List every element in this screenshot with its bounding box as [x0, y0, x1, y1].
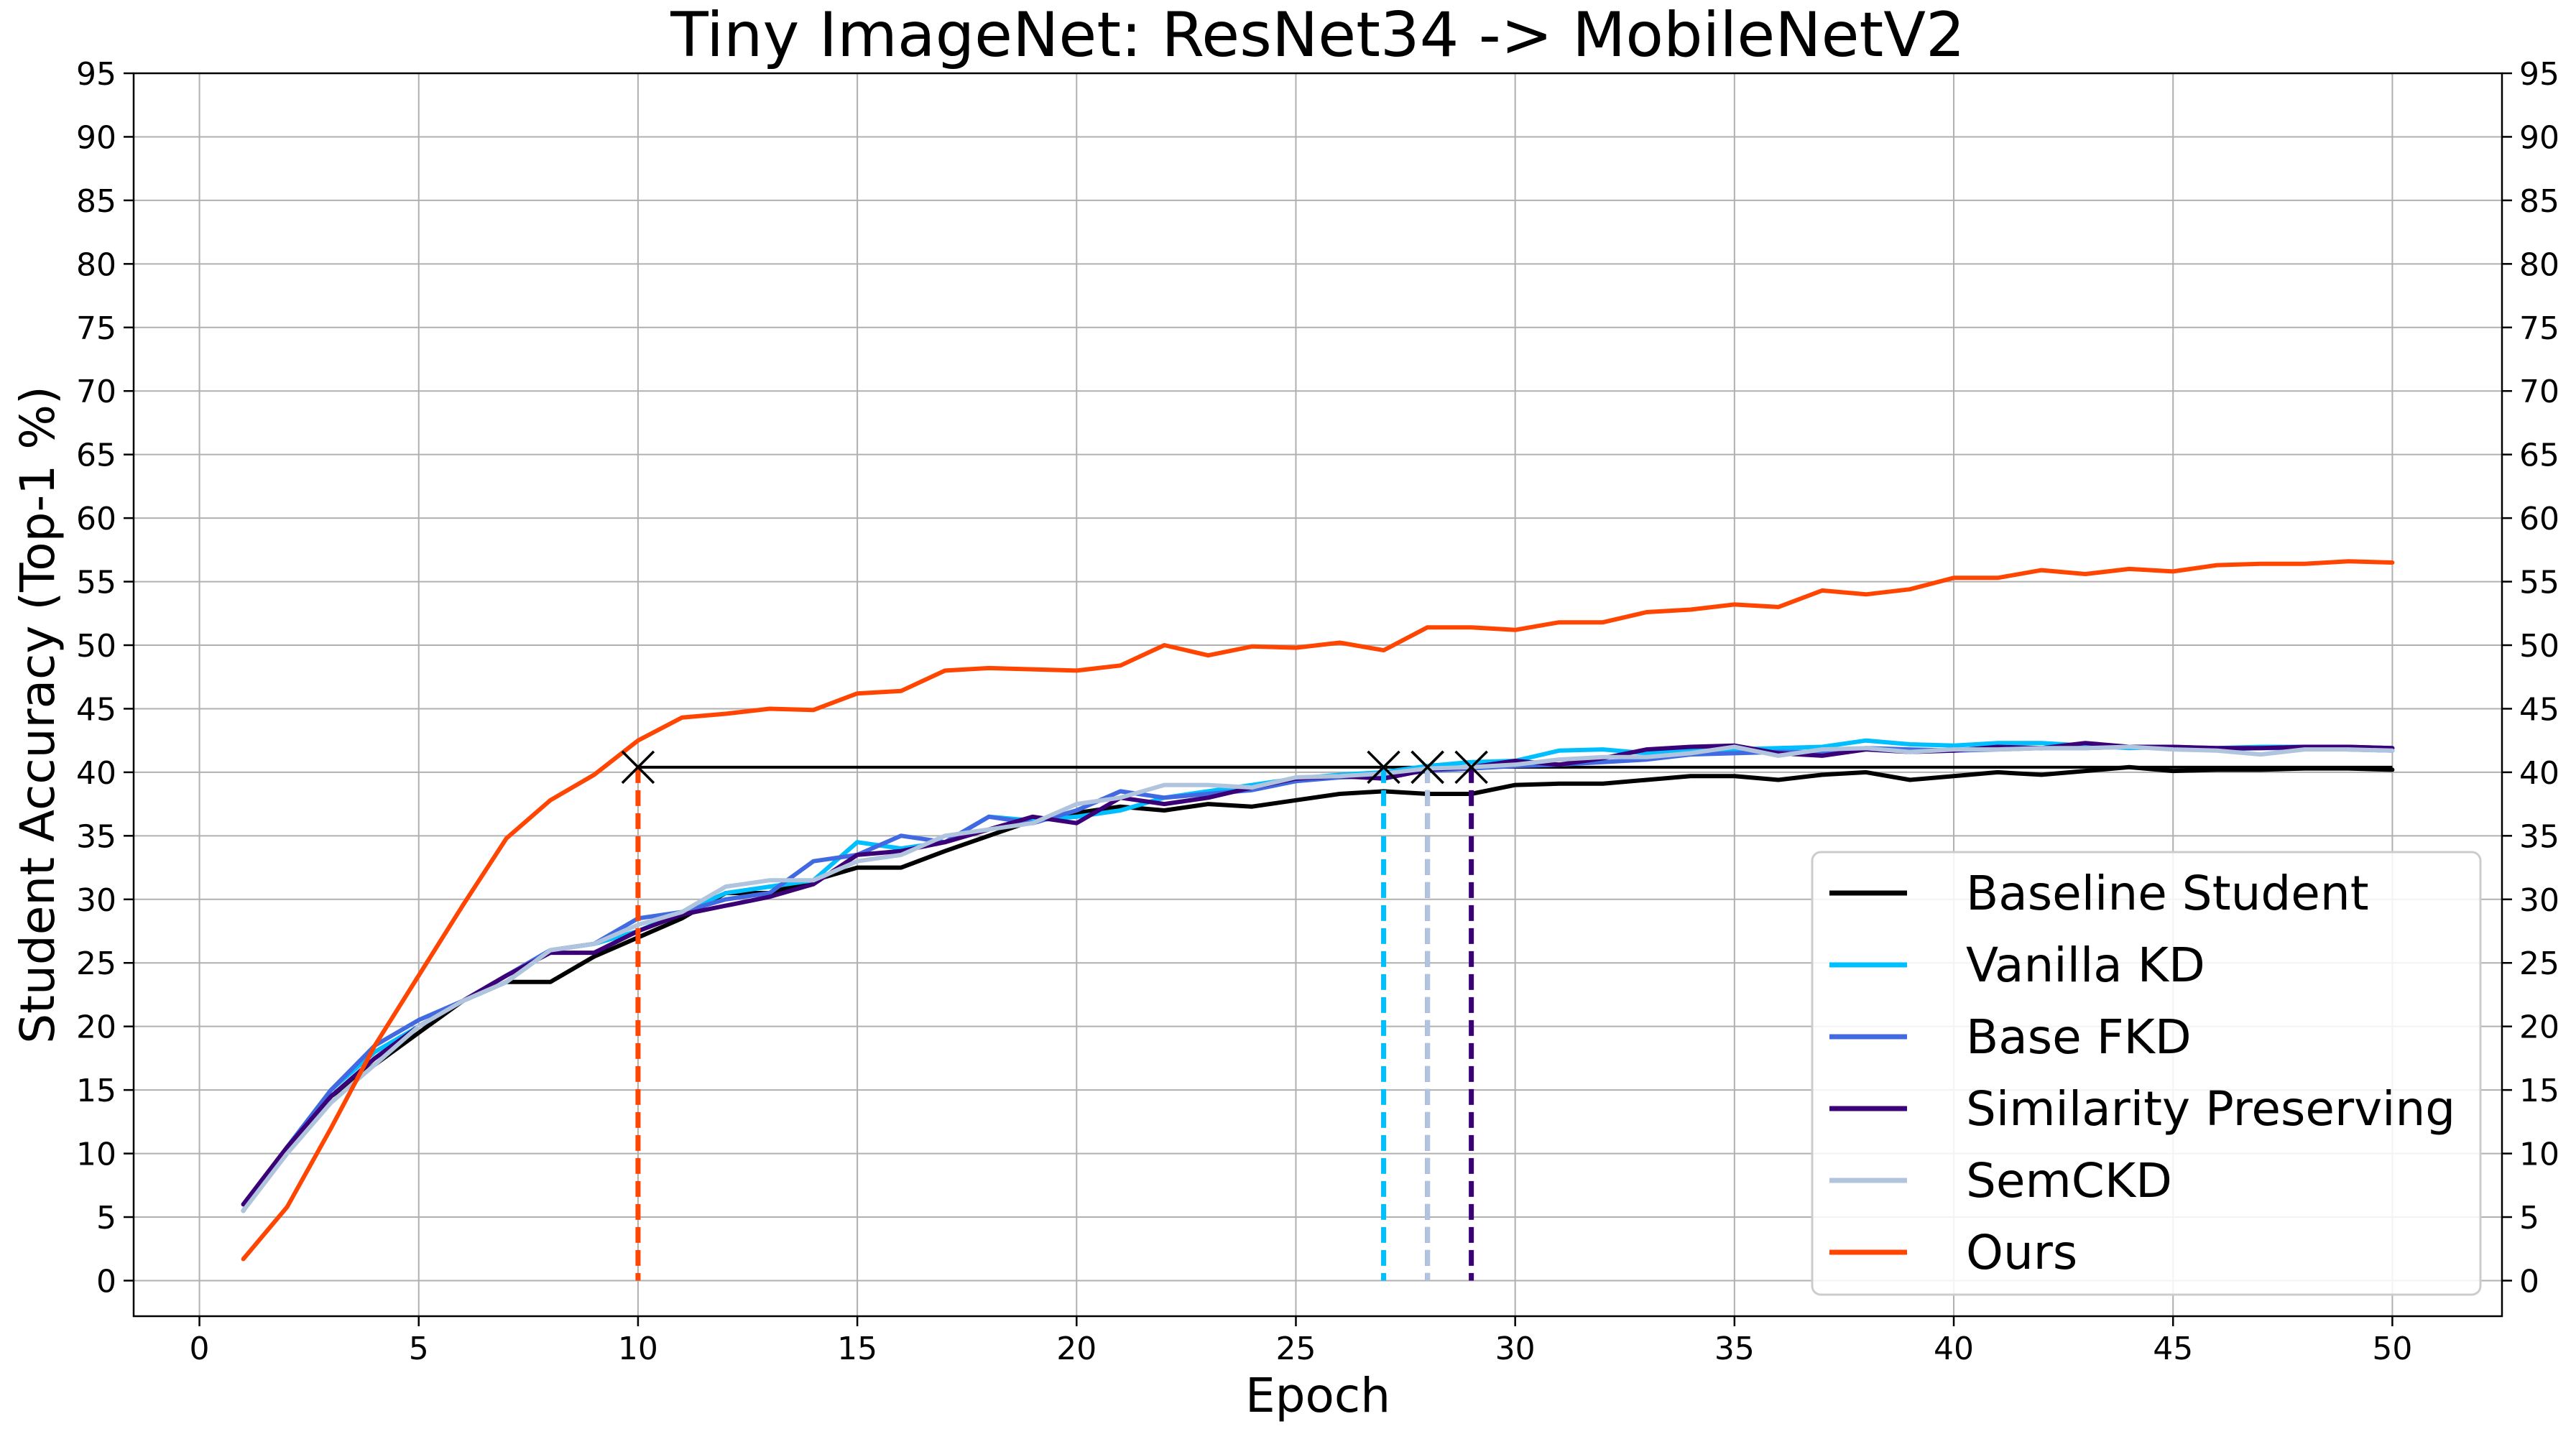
x-marker-stroke: [621, 750, 655, 785]
legend-box: [1811, 851, 2482, 1296]
x-tick-label: 30: [1495, 1331, 1536, 1367]
y-tick-label-left: 5: [96, 1200, 116, 1236]
y-tick-label-right: 40: [2519, 755, 2559, 792]
x-tick-label: 45: [2153, 1331, 2193, 1367]
y-tick-label-left: 20: [76, 1009, 116, 1046]
crossover-x-marker: [1411, 750, 1444, 785]
y-tick-label-right: 90: [2519, 119, 2559, 156]
legend-label: Similarity Preserving: [1966, 1081, 2455, 1137]
legend-item: Similarity Preserving: [1829, 1081, 2455, 1137]
y-tick-label-left: 70: [76, 374, 116, 410]
legend-label: Baseline Student: [1966, 866, 2369, 921]
x-tick-label: 35: [1714, 1331, 1755, 1367]
y-tick-label-right: 80: [2519, 246, 2559, 283]
legend-item: Base FKD: [1829, 1009, 2192, 1065]
series-line-baseline-student: [241, 764, 2395, 1213]
y-tick-label-right: 20: [2519, 1009, 2559, 1046]
y-tick-label-left: 75: [76, 310, 116, 347]
legend-label: SemCKD: [1966, 1153, 2172, 1208]
y-tick-label-left: 30: [76, 882, 116, 919]
y-tick-label-left: 95: [76, 56, 116, 93]
legend-label: Ours: [1966, 1225, 2077, 1280]
x-tick-label: 40: [1934, 1331, 1974, 1367]
legend-item: Vanilla KD: [1829, 938, 2205, 993]
y-tick-label-right: 60: [2519, 501, 2559, 537]
x-marker-stroke: [1454, 750, 1488, 785]
y-tick-label-left: 60: [76, 501, 116, 537]
plot-area-frame: [132, 72, 2503, 1318]
y-tick-label-left: 85: [76, 183, 116, 220]
x-tick-label: 10: [618, 1331, 658, 1367]
legend-item: SemCKD: [1829, 1153, 2172, 1208]
y-tick-label-left: 55: [76, 565, 116, 601]
x-marker-stroke: [1411, 750, 1444, 785]
y-tick-label-right: 0: [2519, 1263, 2539, 1300]
y-tick-label-right: 35: [2519, 818, 2559, 855]
y-tick-label-right: 45: [2519, 691, 2559, 728]
y-tick-label-right: 30: [2519, 882, 2559, 919]
x-tick-label: 20: [1056, 1331, 1097, 1367]
y-tick-label-left: 35: [76, 818, 116, 855]
chart-title: Tiny ImageNet: ResNet34 -> MobileNetV2: [670, 0, 1965, 71]
x-tick-label: 5: [409, 1331, 429, 1367]
y-tick-label-left: 65: [76, 438, 116, 474]
y-axis-title: Student Accuracy (Top-1 %): [10, 386, 65, 1043]
legend-label: Vanilla KD: [1966, 938, 2205, 993]
y-tick-label-right: 65: [2519, 438, 2559, 474]
crossover-x-marker: [1454, 750, 1488, 785]
y-tick-label-right: 15: [2519, 1073, 2559, 1109]
y-tick-label-right: 5: [2519, 1200, 2539, 1236]
y-tick-label-right: 25: [2519, 945, 2559, 982]
y-tick-label-left: 40: [76, 755, 116, 792]
x-tick-label: 50: [2372, 1331, 2412, 1367]
y-tick-label-left: 10: [76, 1137, 116, 1173]
y-tick-label-left: 15: [76, 1073, 116, 1109]
legend: Baseline Student Vanilla KD Base FKD Simila…: [1811, 851, 2482, 1296]
x-tick-label: 25: [1275, 1331, 1316, 1367]
y-tick-label-right: 75: [2519, 310, 2559, 347]
series-line-ours: [241, 559, 2395, 1262]
legend-item: Ours: [1829, 1225, 2077, 1280]
x-marker-stroke: [1367, 750, 1400, 785]
x-axis-title: Epoch: [1245, 1368, 1390, 1423]
x-tick-label: 15: [837, 1331, 877, 1367]
y-tick-label-left: 90: [76, 119, 116, 156]
y-tick-label-right: 95: [2519, 56, 2559, 93]
series-line-semckd: [241, 744, 2395, 1213]
y-tick-label-right: 55: [2519, 565, 2559, 601]
crossover-x-marker: [621, 750, 655, 785]
series-layer: [241, 559, 2395, 1262]
y-tick-label-right: 10: [2519, 1137, 2559, 1173]
y-tick-label-left: 50: [76, 628, 116, 665]
y-tick-label-left: 0: [96, 1263, 116, 1300]
x-tick-label: 0: [190, 1331, 210, 1367]
y-tick-label-left: 45: [76, 691, 116, 728]
markers-layer: [621, 750, 1488, 1281]
legend-item: Baseline Student: [1829, 866, 2369, 921]
crossover-x-marker: [1367, 750, 1400, 785]
y-tick-label-left: 25: [76, 945, 116, 982]
y-tick-label-left: 80: [76, 246, 116, 283]
y-tick-label-right: 85: [2519, 183, 2559, 220]
y-tick-label-right: 70: [2519, 374, 2559, 410]
legend-label: Base FKD: [1966, 1009, 2192, 1065]
y-tick-label-right: 50: [2519, 628, 2559, 665]
